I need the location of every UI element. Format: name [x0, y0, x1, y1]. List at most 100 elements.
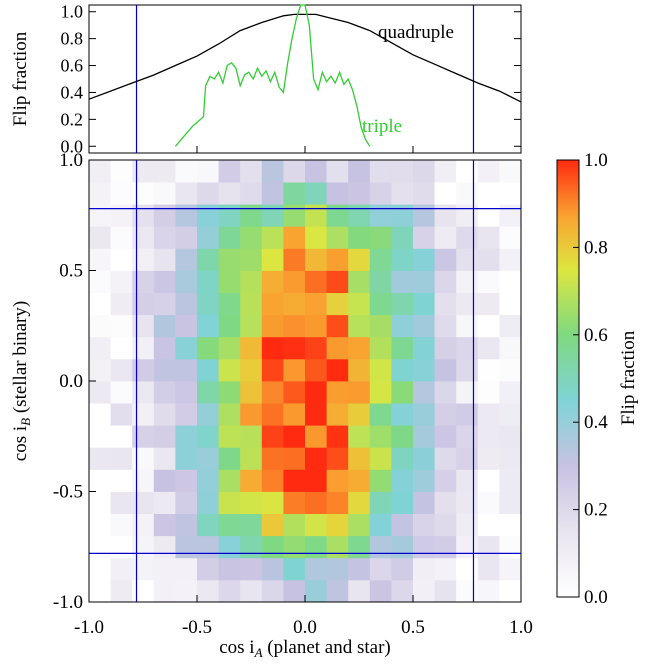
heatmap-cell: [110, 358, 133, 382]
heatmap-cell: [326, 447, 349, 470]
heatmap-cell: [283, 314, 306, 338]
heatmap-cell: [348, 579, 371, 603]
heatmap-cell: [132, 204, 155, 227]
heatmap-cell: [456, 226, 479, 249]
heatmap-cell: [499, 160, 522, 183]
heatmap-cell: [197, 491, 219, 514]
heatmap-cell: [132, 425, 155, 448]
heatmap-cell: [326, 513, 349, 537]
heatmap-cell: [477, 425, 500, 448]
heatmap-xtick-label: 0.0: [293, 617, 317, 638]
heatmap-cell: [499, 314, 522, 338]
heatmap-cell: [132, 381, 155, 404]
heatmap-cell: [175, 491, 198, 514]
heatmap-cell: [132, 182, 155, 205]
heatmap-cell: [456, 425, 479, 448]
heatmap-x-ticks: -1.0 -0.5 0.0 0.5 1.0: [74, 595, 533, 638]
heatmap-cell: [89, 557, 111, 581]
heatmap-cell: [89, 469, 111, 492]
heatmap-cell: [369, 513, 392, 537]
heatmap-cell: [326, 204, 349, 227]
heatmap-cell: [89, 491, 111, 514]
heatmap-cell: [132, 270, 155, 293]
heatmap-cell: [110, 381, 133, 404]
heatmap-xtick-label: -1.0: [74, 617, 104, 638]
heatmap-cell: [413, 160, 435, 183]
heatmap-cell: [218, 381, 241, 404]
y-label-main: cos i: [10, 426, 31, 461]
heatmap-cell: [434, 513, 457, 537]
heatmap-xtick-label: 0.5: [401, 617, 425, 638]
top-panel: 1.0 0.8 0.6 0.4 0.2 0.0 Flip fraction quadrup…: [10, 2, 522, 156]
heatmap-cell: [499, 535, 522, 559]
colorbar: 1.0 0.8 0.6 0.4 0.2 0.0 Flip fraction: [556, 150, 639, 608]
heatmap-cell: [369, 204, 392, 227]
heatmap-cell: [348, 248, 371, 271]
heatmap-cell: [132, 491, 155, 514]
heatmap-cell: [391, 425, 414, 448]
series-line-triple: [174, 4, 371, 147]
heatmap-cell: [132, 535, 155, 559]
heatmap-cell: [89, 336, 111, 360]
heatmap-cell: [89, 314, 111, 338]
heatmap-cell: [175, 425, 198, 448]
heatmap-cell: [89, 204, 111, 227]
heatmap-cell: [369, 248, 392, 271]
heatmap-cell: [348, 535, 371, 559]
heatmap-cell: [261, 535, 284, 559]
heatmap-cell: [197, 535, 219, 559]
heatmap-cell: [477, 182, 500, 205]
heatmap-cell: [434, 535, 457, 559]
heatmap-cell: [305, 336, 327, 360]
top-ytick-label: 0.8: [61, 29, 84, 49]
heatmap-cell: [175, 447, 198, 470]
heatmap-cell: [132, 292, 155, 316]
heatmap-ytick-label: -1.0: [53, 592, 83, 613]
heatmap-cell: [413, 336, 435, 360]
heatmap-cell: [326, 270, 349, 293]
heatmap-cell: [391, 336, 414, 360]
heatmap-cell: [132, 314, 155, 338]
heatmap-cell: [261, 292, 284, 316]
heatmap-cell: [413, 248, 435, 271]
heatmap-cell: [391, 292, 414, 316]
heatmap-cell: [305, 358, 327, 382]
heatmap-cell: [348, 447, 371, 470]
heatmap-cell: [413, 182, 435, 205]
heatmap-cell: [175, 270, 198, 293]
heatmap-cell: [132, 447, 155, 470]
heatmap-cell: [348, 336, 371, 360]
heatmap-cell: [456, 314, 479, 338]
heatmap-cell: [175, 381, 198, 404]
heatmap-cell: [434, 226, 457, 249]
heatmap-cell: [477, 248, 500, 271]
heatmap-cell: [434, 557, 457, 581]
heatmap-cell: [499, 403, 522, 426]
heatmap-cell: [240, 403, 263, 426]
heatmap-cell: [348, 160, 371, 183]
heatmap-cell: [305, 469, 327, 492]
heatmap-cell: [391, 535, 414, 559]
heatmap-cell: [477, 160, 500, 183]
heatmap-cell: [197, 248, 219, 271]
heatmap-cell: [240, 204, 263, 227]
heatmap-ytick-label: -0.5: [53, 482, 83, 503]
heatmap-cell: [305, 447, 327, 470]
heatmap-cell: [153, 336, 176, 360]
heatmap-cell: [369, 160, 392, 183]
heatmap-cell: [261, 358, 284, 382]
heatmap-cell: [197, 292, 219, 316]
heatmap-cell: [197, 204, 219, 227]
heatmap-cell: [89, 381, 111, 404]
heatmap-cell: [132, 358, 155, 382]
heatmap-cell: [326, 403, 349, 426]
heatmap-cell: [456, 469, 479, 492]
heatmap-cell: [434, 182, 457, 205]
heatmap-cell: [369, 535, 392, 559]
heatmap-cell: [89, 425, 111, 448]
heatmap-cell: [153, 403, 176, 426]
heatmap-cell: [477, 535, 500, 559]
heatmap-cell: [499, 204, 522, 227]
heatmap-cell: [326, 160, 349, 183]
heatmap-cell: [348, 270, 371, 293]
